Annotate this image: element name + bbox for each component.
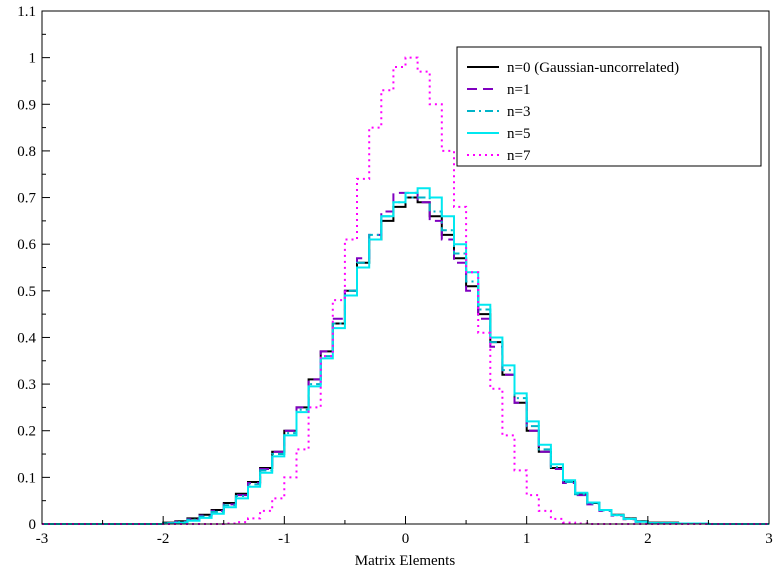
y-tick-label: 1.1 bbox=[17, 4, 36, 20]
y-tick-label: 0.6 bbox=[17, 237, 36, 253]
y-tick-label: 0.1 bbox=[17, 470, 36, 486]
x-tick-label: 1 bbox=[523, 531, 531, 547]
y-tick-label: 0.7 bbox=[17, 191, 36, 207]
y-tick-label: 0 bbox=[29, 517, 37, 533]
legend-box bbox=[456, 46, 762, 167]
x-tick-label: -2 bbox=[157, 531, 170, 547]
legend-label-0: n=0 (Gaussian-uncorrelated) bbox=[507, 60, 679, 76]
y-tick-label: 0.8 bbox=[17, 144, 36, 160]
y-tick-label: 1 bbox=[29, 51, 37, 67]
legend: n=0 (Gaussian-uncorrelated) n=1 n=3 n=5 n=7 bbox=[456, 46, 762, 167]
legend-label-3: n=5 bbox=[507, 126, 530, 142]
legend-label-1: n=1 bbox=[507, 82, 530, 98]
series-line-1 bbox=[42, 191, 769, 525]
axes-layer: -3 -2 -1 0 1 2 3 0 0.1 0.2 0.3 0.4 0.5 0.6 0.7 0.8 0.9 1 1… bbox=[17, 4, 773, 547]
series-line-2 bbox=[42, 196, 769, 525]
x-tick-label: 3 bbox=[765, 531, 773, 547]
x-tick-label: -3 bbox=[36, 531, 49, 547]
series-line-3 bbox=[42, 187, 769, 525]
x-tick-label: -1 bbox=[278, 531, 291, 547]
y-tick-label: 0.4 bbox=[17, 330, 36, 346]
x-tick-label: 0 bbox=[402, 531, 410, 547]
x-tick-label: 2 bbox=[644, 531, 652, 547]
series-line-0 bbox=[42, 196, 769, 525]
legend-label-2: n=3 bbox=[507, 104, 530, 120]
x-axis-title: Matrix Elements bbox=[355, 553, 456, 569]
series-line-4 bbox=[42, 56, 769, 525]
y-tick-label: 0.9 bbox=[17, 97, 36, 113]
y-tick-label: 0.2 bbox=[17, 424, 36, 440]
series-layer bbox=[42, 56, 769, 525]
legend-label-4: n=7 bbox=[507, 148, 531, 164]
y-tick-label: 0.5 bbox=[17, 284, 36, 300]
y-tick-label: 0.3 bbox=[17, 377, 36, 393]
